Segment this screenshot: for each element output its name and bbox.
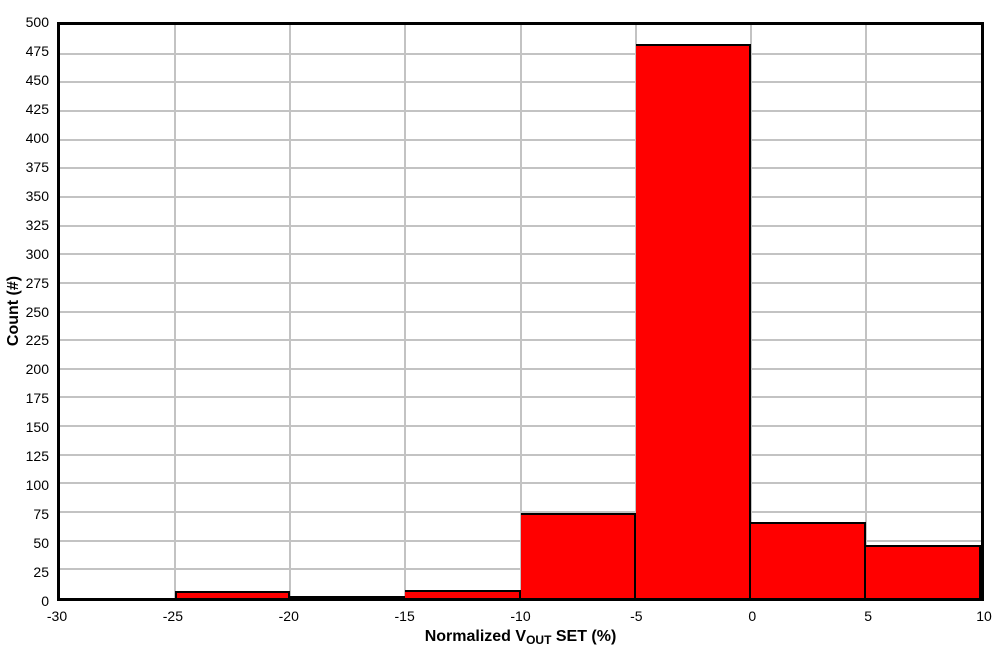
x-tick-label: 10 [976, 608, 992, 624]
y-tick-label: 325 [25, 216, 49, 233]
y-tick-label: 500 [25, 14, 49, 30]
x-axis-title: Normalized VOUT SET (%) [57, 627, 984, 647]
histogram-bar [290, 595, 406, 598]
x-axis-title-post: SET (%) [551, 628, 617, 645]
y-tick-label: 200 [25, 361, 49, 378]
v-gridline [519, 25, 522, 598]
y-tick-label: 250 [25, 303, 49, 320]
y-tick-label: 125 [25, 448, 49, 465]
y-tick-label: 75 [33, 506, 49, 523]
y-tick-label: 450 [25, 71, 49, 88]
histogram-bar [520, 513, 636, 598]
y-tick-label: 50 [33, 535, 49, 552]
x-tick-label: -20 [278, 608, 299, 624]
v-gridline [174, 25, 177, 598]
x-tick-label: -10 [510, 608, 531, 624]
v-gridline [864, 25, 867, 598]
y-tick-label: 350 [25, 187, 49, 204]
histogram-bar [750, 522, 866, 598]
histogram-bar [405, 589, 521, 598]
y-tick-label: 475 [25, 42, 49, 59]
v-gridline [289, 25, 292, 598]
y-tick-label: 400 [25, 129, 49, 146]
x-axis-title-pre: Normalized V [424, 628, 527, 645]
y-tick-label: 300 [25, 245, 49, 262]
plot-area [57, 22, 984, 601]
x-tick-label: -15 [394, 608, 415, 624]
x-tick-label: -5 [630, 608, 643, 624]
histogram-bar [865, 545, 981, 598]
x-tick-label: 0 [748, 608, 757, 624]
y-tick-label: 25 [33, 564, 49, 581]
x-tick-label: -30 [46, 608, 68, 624]
histogram-bar [635, 44, 751, 598]
y-tick-label: 0 [41, 593, 49, 609]
y-tick-label: 150 [25, 419, 49, 436]
x-axis-title-subscript: OUT [526, 633, 552, 647]
y-tick-label: 175 [25, 390, 49, 407]
x-tick-label: -25 [162, 608, 183, 624]
v-gridline [749, 25, 752, 598]
y-tick-label: 100 [25, 477, 49, 494]
x-tick-label: 5 [864, 608, 873, 624]
y-tick-label: 375 [25, 158, 49, 175]
histogram-bar [175, 591, 291, 598]
y-tick-label: 225 [25, 332, 49, 349]
y-tick-label: 275 [25, 274, 49, 291]
y-tick-label: 425 [25, 100, 49, 117]
v-gridline [404, 25, 407, 598]
